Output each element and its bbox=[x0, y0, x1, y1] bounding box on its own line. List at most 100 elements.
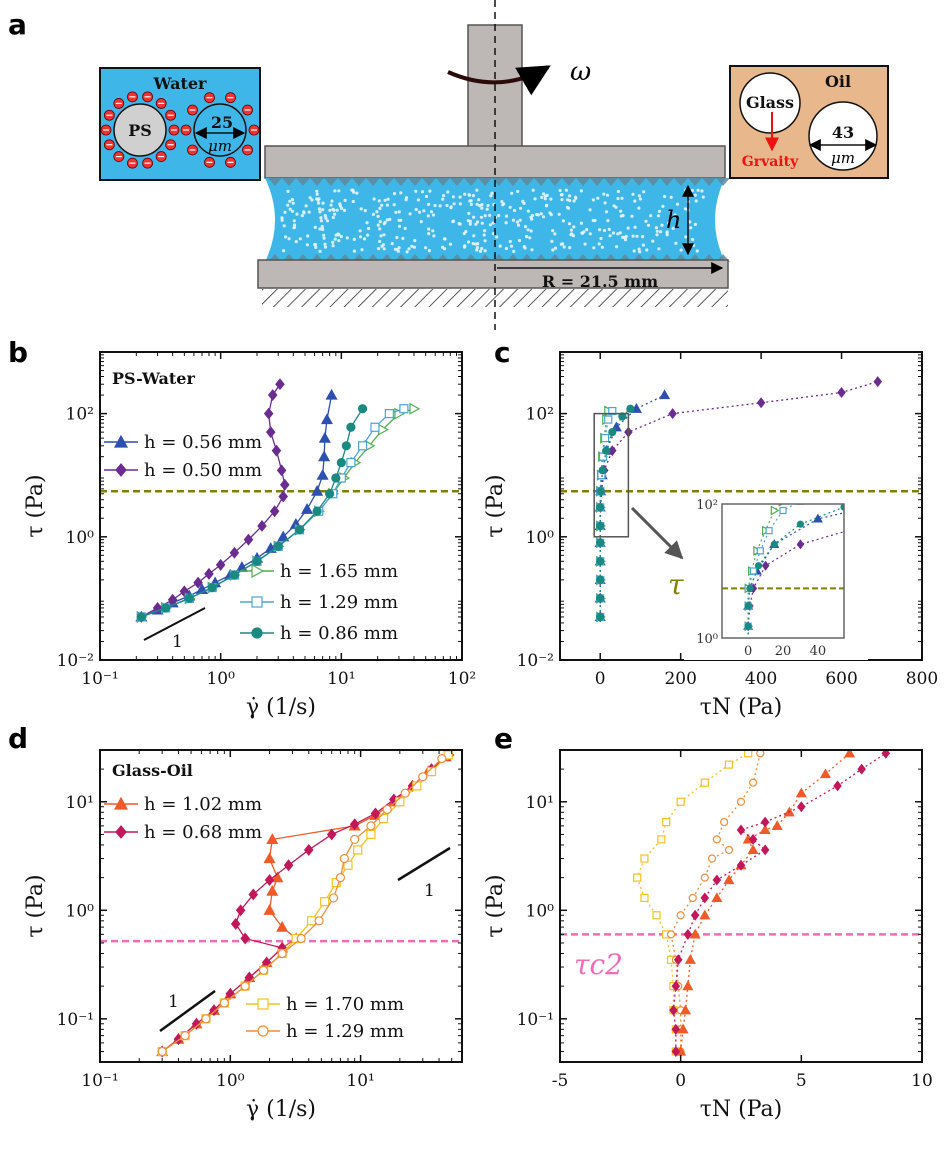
particle-dot bbox=[284, 235, 288, 239]
data-point bbox=[357, 441, 368, 451]
particle-dot bbox=[690, 237, 695, 242]
particle-dot bbox=[566, 206, 571, 210]
x-tick-label: 10² bbox=[448, 669, 476, 689]
particle-dot bbox=[394, 210, 398, 214]
particle-dot bbox=[399, 191, 403, 195]
series-group bbox=[633, 750, 891, 1057]
particle-dot bbox=[478, 249, 482, 253]
particle-dot bbox=[283, 210, 287, 214]
particle-dot bbox=[521, 199, 525, 203]
particle-dot bbox=[517, 238, 522, 243]
particle-dot bbox=[526, 209, 531, 213]
particle-dot bbox=[403, 226, 407, 230]
data-point bbox=[409, 402, 421, 415]
plot-area bbox=[100, 378, 462, 623]
particle-dot bbox=[475, 246, 479, 250]
particle-dot bbox=[307, 210, 311, 214]
data-point bbox=[608, 406, 617, 416]
particle-dot bbox=[302, 210, 306, 214]
series-line bbox=[670, 753, 761, 1052]
charge-icon bbox=[242, 104, 253, 116]
data-point bbox=[346, 458, 356, 468]
data-point bbox=[640, 854, 649, 863]
data-point bbox=[760, 844, 770, 856]
legend-entry: h = 1.29 mm bbox=[240, 592, 398, 613]
data-point bbox=[668, 408, 677, 420]
legend-entry: h = 0.50 mm bbox=[104, 460, 262, 481]
size-ref-circle-right bbox=[808, 101, 878, 171]
particle-dot bbox=[392, 203, 396, 207]
particle-dot bbox=[495, 235, 499, 239]
particle-dot bbox=[684, 235, 688, 239]
particle-dot bbox=[342, 208, 347, 212]
particle-dot bbox=[371, 212, 375, 216]
particle-dot bbox=[376, 214, 380, 218]
particle-dot bbox=[466, 240, 471, 244]
y-tick-label: 10² bbox=[526, 405, 554, 425]
particle-dot bbox=[632, 249, 636, 253]
data-point bbox=[857, 763, 866, 775]
series-line bbox=[636, 752, 749, 1052]
particle-dot bbox=[480, 203, 484, 207]
data-point bbox=[418, 772, 428, 782]
series bbox=[669, 750, 891, 1057]
particle-dot bbox=[408, 212, 412, 216]
particle-dot bbox=[383, 198, 387, 202]
x-axis-label: γ̇ (1/s) bbox=[246, 695, 316, 720]
particle-dot bbox=[474, 222, 478, 226]
data-point bbox=[353, 845, 363, 855]
data-point bbox=[689, 928, 701, 939]
particle-dot bbox=[358, 229, 362, 233]
charge-icon bbox=[248, 124, 260, 136]
particle-dot bbox=[515, 220, 520, 224]
panel-b-chart: b PS-Water 10⁻¹ 10⁰ 10¹ 10² 10⁻² 10⁰ 10² γ̇ (1/… bbox=[8, 336, 476, 720]
particle-dot bbox=[598, 228, 602, 232]
panel-letter-a: a bbox=[8, 8, 27, 41]
particle-dot bbox=[451, 195, 455, 199]
particle-dot bbox=[528, 236, 532, 240]
particle-dot bbox=[468, 199, 472, 203]
ps-particle bbox=[113, 103, 167, 157]
data-point bbox=[325, 388, 338, 400]
particle-dot bbox=[623, 236, 627, 240]
inset-x-tick-label: 20 bbox=[775, 644, 792, 659]
data-point bbox=[115, 825, 127, 839]
particle-dot bbox=[614, 205, 618, 209]
data-point bbox=[267, 389, 278, 402]
particle-dot bbox=[427, 249, 431, 253]
particle-dot bbox=[669, 195, 673, 199]
y-tick-label: 10⁰ bbox=[66, 528, 95, 548]
particle-dot bbox=[441, 245, 445, 249]
charge-icon bbox=[242, 144, 253, 156]
particle-dot bbox=[599, 236, 603, 241]
particle-dot bbox=[490, 191, 494, 195]
particle-dot bbox=[690, 188, 695, 193]
particle-dot bbox=[318, 227, 322, 231]
series bbox=[666, 750, 765, 1056]
data-point bbox=[712, 835, 721, 844]
y-tick-label: 10² bbox=[66, 405, 94, 425]
data-point bbox=[700, 873, 709, 882]
particle-dot bbox=[448, 242, 453, 246]
particle-dot bbox=[335, 208, 339, 212]
data-point bbox=[700, 778, 709, 787]
water-box: Water PS 25 μm bbox=[99, 67, 261, 181]
particle-dot bbox=[319, 219, 323, 223]
data-point bbox=[180, 1031, 190, 1041]
legend-entry: h = 1.02 mm bbox=[104, 794, 262, 815]
particle-dot bbox=[313, 243, 317, 247]
particle-dot bbox=[691, 243, 696, 247]
particle-dot bbox=[659, 230, 663, 234]
particle-dot bbox=[397, 224, 402, 228]
particle-dot bbox=[321, 208, 325, 212]
particle-dot bbox=[471, 194, 475, 198]
slope-line bbox=[159, 989, 216, 1033]
particle-dot bbox=[504, 246, 508, 251]
data-point bbox=[602, 446, 611, 455]
particle-dot bbox=[422, 209, 426, 213]
x-tick-label: 10 bbox=[911, 1071, 933, 1091]
particle-dot bbox=[377, 199, 381, 203]
particle-dot bbox=[483, 249, 487, 253]
data-point bbox=[596, 538, 605, 547]
